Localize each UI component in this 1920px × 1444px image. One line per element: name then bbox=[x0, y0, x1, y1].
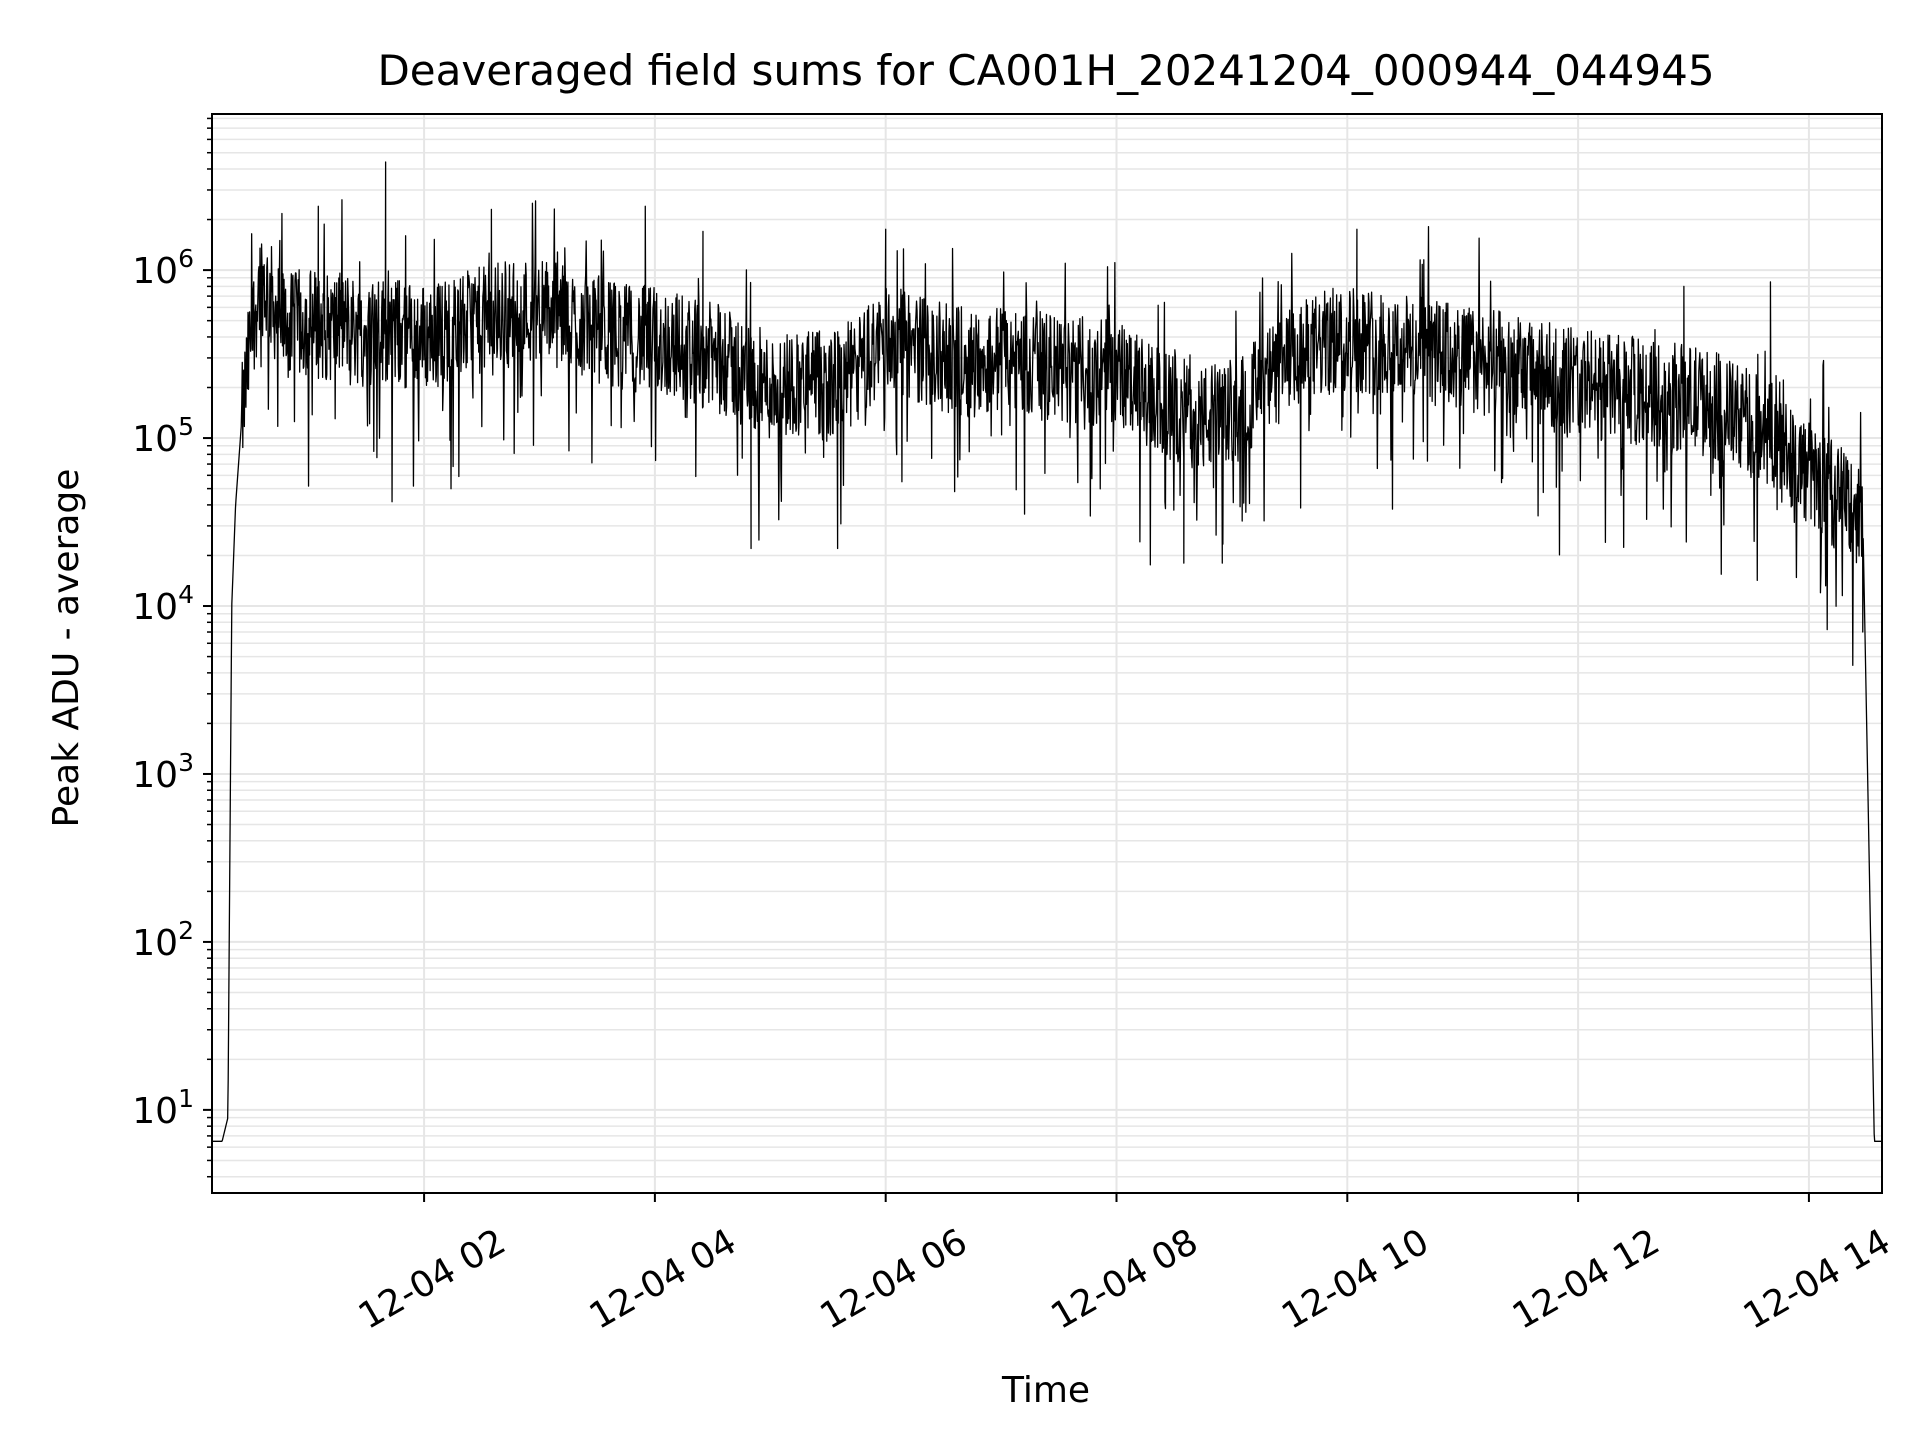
y-tick-label: 104 bbox=[132, 580, 194, 628]
chart-title: Deaveraged field sums for CA001H_2024120… bbox=[377, 46, 1714, 95]
x-axis-label: Time bbox=[1001, 1370, 1090, 1411]
series-line bbox=[211, 161, 1883, 1142]
y-tick-label: 102 bbox=[132, 916, 194, 964]
series-layer bbox=[211, 161, 1883, 1142]
y-tick-label: 106 bbox=[132, 244, 194, 292]
y-tick-label: 105 bbox=[132, 412, 194, 460]
plot-frame bbox=[211, 113, 1883, 1194]
y-axis-label: Peak ADU - average bbox=[46, 469, 87, 828]
y-tick-label: 103 bbox=[132, 748, 194, 796]
y-tick-label: 101 bbox=[132, 1084, 194, 1132]
